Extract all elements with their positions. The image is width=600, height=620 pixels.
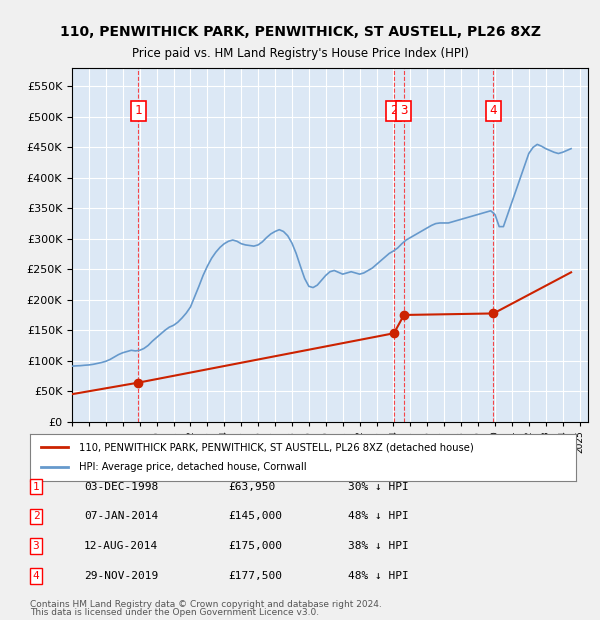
Text: £145,000: £145,000	[228, 512, 282, 521]
Text: 3: 3	[32, 541, 40, 551]
Text: 110, PENWITHICK PARK, PENWITHICK, ST AUSTELL, PL26 8XZ: 110, PENWITHICK PARK, PENWITHICK, ST AUS…	[59, 25, 541, 39]
Text: 38% ↓ HPI: 38% ↓ HPI	[348, 541, 409, 551]
Text: 03-DEC-1998: 03-DEC-1998	[84, 482, 158, 492]
Text: Contains HM Land Registry data © Crown copyright and database right 2024.: Contains HM Land Registry data © Crown c…	[30, 600, 382, 609]
Text: This data is licensed under the Open Government Licence v3.0.: This data is licensed under the Open Gov…	[30, 608, 319, 617]
Text: 2: 2	[390, 104, 398, 117]
Text: 29-NOV-2019: 29-NOV-2019	[84, 571, 158, 581]
Text: 2: 2	[32, 512, 40, 521]
Text: 1: 1	[134, 104, 142, 117]
Text: 3: 3	[400, 104, 407, 117]
Text: Price paid vs. HM Land Registry's House Price Index (HPI): Price paid vs. HM Land Registry's House …	[131, 46, 469, 60]
Text: £175,000: £175,000	[228, 541, 282, 551]
Text: 48% ↓ HPI: 48% ↓ HPI	[348, 512, 409, 521]
Text: £177,500: £177,500	[228, 571, 282, 581]
Text: 07-JAN-2014: 07-JAN-2014	[84, 512, 158, 521]
Text: 1: 1	[32, 482, 40, 492]
Text: £63,950: £63,950	[228, 482, 275, 492]
Text: 4: 4	[32, 571, 40, 581]
Text: 110, PENWITHICK PARK, PENWITHICK, ST AUSTELL, PL26 8XZ (detached house): 110, PENWITHICK PARK, PENWITHICK, ST AUS…	[79, 442, 474, 452]
Text: 30% ↓ HPI: 30% ↓ HPI	[348, 482, 409, 492]
Text: HPI: Average price, detached house, Cornwall: HPI: Average price, detached house, Corn…	[79, 463, 307, 472]
Text: 4: 4	[490, 104, 497, 117]
Text: 12-AUG-2014: 12-AUG-2014	[84, 541, 158, 551]
Text: 48% ↓ HPI: 48% ↓ HPI	[348, 571, 409, 581]
